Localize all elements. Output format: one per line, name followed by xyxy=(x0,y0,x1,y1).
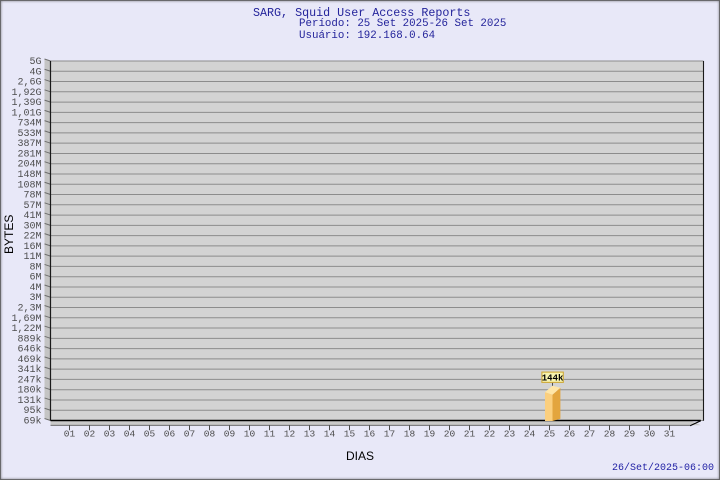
svg-text:31: 31 xyxy=(664,429,676,440)
svg-text:131k: 131k xyxy=(17,395,41,407)
svg-text:15: 15 xyxy=(344,429,356,440)
svg-text:03: 03 xyxy=(104,429,116,440)
svg-text:24: 24 xyxy=(524,429,536,440)
svg-text:12: 12 xyxy=(284,429,296,440)
svg-text:21: 21 xyxy=(464,429,476,440)
svg-text:05: 05 xyxy=(144,429,156,440)
svg-text:06: 06 xyxy=(164,429,176,440)
svg-text:69k: 69k xyxy=(23,416,41,428)
svg-text:144k: 144k xyxy=(542,373,564,383)
svg-text:646k: 646k xyxy=(17,344,41,356)
svg-text:16: 16 xyxy=(364,429,376,440)
svg-text:28: 28 xyxy=(604,429,616,440)
svg-text:11: 11 xyxy=(264,429,276,440)
svg-text:13: 13 xyxy=(304,429,316,440)
svg-text:22: 22 xyxy=(484,429,496,440)
svg-text:469k: 469k xyxy=(17,354,41,366)
svg-text:889k: 889k xyxy=(17,333,41,345)
svg-text:25: 25 xyxy=(544,429,556,440)
svg-text:07: 07 xyxy=(184,429,195,440)
svg-text:17: 17 xyxy=(384,429,395,440)
svg-text:19: 19 xyxy=(424,429,436,440)
svg-text:30: 30 xyxy=(644,429,656,440)
svg-text:BYTES: BYTES xyxy=(2,215,16,254)
svg-text:26: 26 xyxy=(564,429,576,440)
svg-text:95k: 95k xyxy=(23,405,41,417)
svg-text:14: 14 xyxy=(324,429,336,440)
svg-text:04: 04 xyxy=(124,429,136,440)
svg-text:20: 20 xyxy=(444,429,456,440)
svg-text:09: 09 xyxy=(224,429,236,440)
svg-text:341k: 341k xyxy=(17,364,41,376)
svg-text:29: 29 xyxy=(624,429,636,440)
svg-text:01: 01 xyxy=(64,429,76,440)
svg-text:10: 10 xyxy=(244,429,256,440)
svg-text:23: 23 xyxy=(504,429,516,440)
svg-text:18: 18 xyxy=(404,429,416,440)
svg-text:180k: 180k xyxy=(17,385,41,397)
svg-text:27: 27 xyxy=(584,429,595,440)
svg-text:247k: 247k xyxy=(17,374,41,386)
svg-text:02: 02 xyxy=(84,429,96,440)
svg-text:08: 08 xyxy=(204,429,216,440)
